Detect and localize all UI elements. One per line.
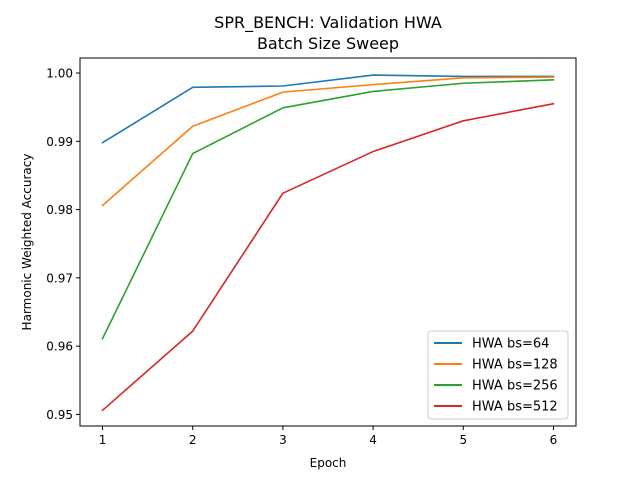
series-line-hwa-bs-512 (101, 102, 555, 412)
chart-title: SPR_BENCH: Validation HWA (214, 13, 442, 33)
legend-label-bs512: HWA bs=512 (472, 400, 558, 415)
series-line-hwa-bs-256 (101, 79, 555, 340)
x-axis-label: Epoch (310, 456, 347, 470)
x-tick-label: 6 (550, 433, 558, 447)
legend-box (427, 330, 569, 420)
x-tick-label: 2 (189, 433, 197, 447)
plot-area: 1 2 3 4 5 6 0.95 0.96 0.97 0.98 0.99 1.00 (46, 67, 557, 447)
legend-label-bs256: HWA bs=256 (472, 379, 558, 394)
legend-label-bs128: HWA bs=128 (472, 358, 558, 373)
axes-frame (79, 57, 577, 427)
y-tick-label: 0.96 (46, 340, 73, 354)
legend-label-bs64: HWA bs=64 (472, 337, 549, 352)
x-tick-label: 4 (369, 433, 377, 447)
series-line-hwa-bs-128 (101, 76, 555, 207)
y-tick-label: 0.97 (46, 271, 73, 285)
x-tick-label: 3 (279, 433, 287, 447)
chart-subtitle: Batch Size Sweep (257, 34, 399, 53)
y-tick-label: 0.99 (46, 135, 73, 149)
y-axis-label: Harmonic Weighted Accuracy (20, 154, 34, 331)
legend: HWA bs=64 HWA bs=128 HWA bs=256 HWA bs=5… (427, 330, 569, 420)
x-tick-label: 1 (99, 433, 107, 447)
y-tick-label: 0.95 (46, 408, 73, 422)
series-line-hwa-bs-64 (101, 74, 555, 144)
y-tick-label: 1.00 (46, 67, 73, 81)
y-tick-label: 0.98 (46, 203, 73, 217)
x-tick-label: 5 (459, 433, 467, 447)
